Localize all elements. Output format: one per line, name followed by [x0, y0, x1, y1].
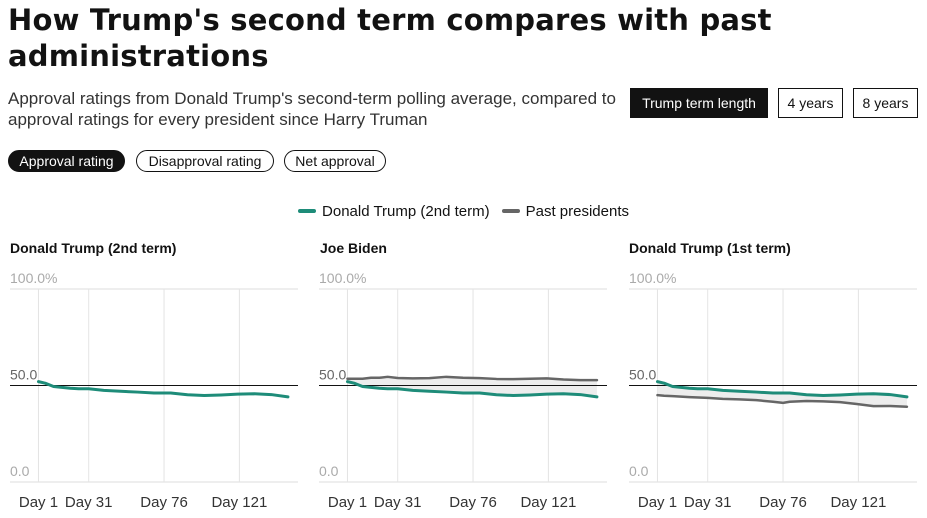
y-tick-label: 50.0 [319, 367, 346, 383]
x-tick-label: Day 76 [449, 494, 497, 511]
x-tick-label: Day 121 [830, 494, 886, 511]
legend-item-trump-2nd-term: Donald Trump (2nd term) [298, 203, 490, 220]
page-subtitle: Approval ratings from Donald Trump's sec… [8, 89, 616, 129]
x-tick-label: Day 31 [374, 494, 422, 511]
tab-net-approval[interactable]: Net approval [284, 150, 386, 172]
page-title: How Trump's second term compares with pa… [8, 3, 772, 73]
panel-title-trump-1st-term: Donald Trump (1st term) [629, 240, 791, 256]
series-line-past-president [346, 375, 599, 382]
x-tick-label: Day 1 [328, 494, 367, 511]
y-tick-label: 50.0 [10, 367, 37, 383]
tab-approval-rating[interactable]: Approval rating [8, 150, 125, 172]
term-length-option-4-years[interactable]: 4 years [778, 88, 843, 118]
difference-area [347, 376, 597, 397]
x-tick-label: Day 76 [140, 494, 188, 511]
x-tick-label: Day 1 [638, 494, 677, 511]
x-tick-label: Day 31 [65, 494, 113, 511]
legend-item-past-presidents: Past presidents [501, 202, 629, 220]
y-tick-label: 0.0 [629, 463, 649, 479]
y-tick-label: 100.0% [629, 270, 676, 286]
legend-label-past: Past presidents [525, 202, 629, 220]
series-line-past-president [656, 393, 909, 408]
x-tick-label: Day 1 [19, 494, 58, 511]
chart-legend: Donald Trump (2nd term) Past presidents [0, 200, 927, 222]
y-tick-label: 0.0 [319, 463, 339, 479]
legend-swatch-past [501, 209, 520, 213]
chart-panel-trump-2nd-term: 100.0% 50.0 0.0 Day 1 Day 31 Day 76 Day 121 [10, 270, 298, 511]
panel-title-trump-2nd-term: Donald Trump (2nd term) [10, 240, 177, 256]
panel-title-joe-biden: Joe Biden [320, 240, 387, 256]
legend-label-trump: Donald Trump (2nd term) [322, 202, 490, 220]
x-tick-label: Day 121 [211, 494, 267, 511]
y-tick-label: 0.0 [10, 463, 30, 479]
series-line-trump-2nd-term [36, 380, 290, 399]
y-tick-label: 100.0% [319, 270, 366, 286]
series-line-trump-2nd-term [655, 380, 909, 399]
term-length-option-trump[interactable]: Trump term length [630, 88, 768, 118]
chart-panel-joe-biden: 100.0% 50.0 0.0 Day 1 Day 31 Day 76 Day 121 [319, 270, 607, 511]
x-tick-label: Day 76 [759, 494, 807, 511]
x-tick-label: Day 121 [520, 494, 576, 511]
x-tick-label: Day 31 [684, 494, 732, 511]
chart-panel-trump-1st-term: 100.0% 50.0 0.0 Day 1 Day 31 Day 76 Day 121 [629, 270, 917, 511]
term-length-option-8-years[interactable]: 8 years [853, 88, 918, 118]
series-line-trump-2nd-term [345, 380, 599, 399]
legend-swatch-trump [298, 209, 317, 213]
y-tick-label: 100.0% [10, 270, 57, 286]
tab-disapproval-rating[interactable]: Disapproval rating [136, 150, 274, 172]
y-tick-label: 50.0 [629, 367, 656, 383]
